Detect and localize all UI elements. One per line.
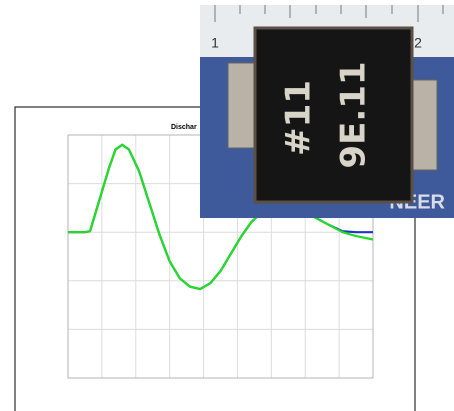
ruler-label: 2 bbox=[414, 35, 422, 51]
chart-title: Dischar bbox=[171, 124, 197, 131]
ruler-label: 1 bbox=[211, 35, 219, 51]
photo: 1 2 NEER #11 9E.11 bbox=[200, 5, 454, 218]
screenshot: Dischar 1 2 NEER #11 9E.11 bbox=[0, 0, 454, 411]
marking: 9E.11 bbox=[334, 61, 374, 168]
marking: #11 bbox=[279, 80, 319, 156]
page: {"chart_data": {"type": "line", "title":… bbox=[0, 0, 454, 411]
